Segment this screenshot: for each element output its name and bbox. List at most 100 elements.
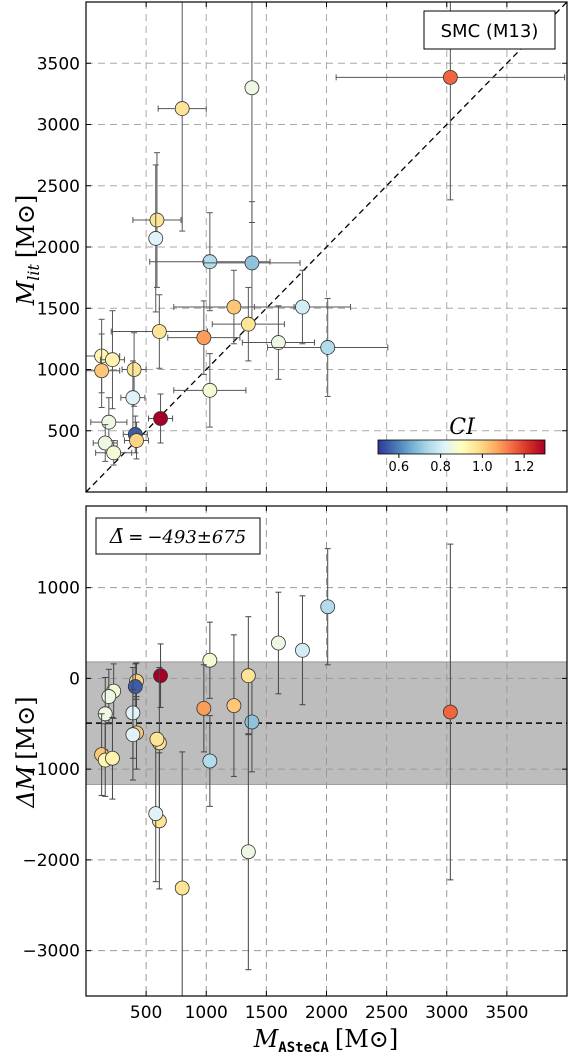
colorbar-tick-label: 0.8 [430, 460, 451, 475]
bottom-marker [202, 652, 218, 668]
top-data-point [110, 294, 208, 369]
top-data-point [132, 152, 182, 288]
bottom-data-point [240, 733, 256, 971]
bottom-xtick-label: 1500 [245, 1003, 288, 1023]
bottom-marker [101, 689, 117, 704]
bottom-marker [153, 668, 168, 684]
bottom-marker [240, 668, 256, 684]
top-ytick-label: 2500 [37, 177, 80, 197]
top-marker [202, 382, 218, 398]
top-data-point [149, 212, 271, 312]
bottom-data-point [442, 543, 458, 881]
top-marker [295, 299, 310, 315]
bottom-marker [202, 753, 218, 769]
bottom-data-point [105, 716, 120, 800]
top-data-point [148, 164, 164, 313]
bottom-marker [105, 750, 120, 766]
top-marker [129, 433, 144, 448]
top-data-point [157, 2, 207, 232]
colorbar-title: CI [449, 415, 476, 440]
colorbar-tick-label: 1.2 [514, 460, 535, 475]
identity-line [85, 1, 568, 493]
top-marker [244, 80, 260, 96]
top-ylabel-sub: lit [24, 264, 43, 281]
top-data-point [253, 269, 352, 345]
top-data-point [95, 440, 133, 466]
bottom-xtick-label: 3000 [425, 1003, 468, 1023]
top-data-point [203, 201, 301, 325]
top-ticks: 500 1000 1500 2000 2500 3000 3500 [37, 2, 567, 492]
bottom-marker [240, 844, 256, 860]
top-ytick-label: 1500 [37, 299, 80, 319]
colorbar-tick-label: 1.0 [472, 460, 493, 475]
bottom-xtick-label: 500 [130, 1003, 162, 1023]
bottom-data-point [202, 715, 218, 807]
bottom-legend-eq: = [128, 527, 143, 548]
top-data-point [148, 393, 174, 444]
bottom-data-point [240, 616, 256, 736]
top-data-point [267, 297, 389, 397]
bottom-xlabel-sub: ASteCA [278, 1040, 329, 1055]
top-data-point [121, 332, 147, 407]
bottom-data-point [148, 745, 164, 883]
bottom-ytick-label: 1000 [37, 579, 80, 599]
top-legend-box [423, 10, 556, 50]
top-data-point [99, 310, 125, 410]
bottom-data-point [196, 664, 212, 753]
top-marker [202, 254, 218, 270]
top-ylabel-unit: [M [12, 224, 40, 258]
top-marker [148, 231, 164, 246]
top-ylabel: Mlit [M⊙] [12, 195, 43, 307]
top-ytick-label: 3500 [37, 54, 80, 74]
top-data-point [173, 353, 247, 428]
bottom-ticks: 500 1000 1500 2000 2500 3000 3500 1000 0 −1000 −20… [22, 506, 567, 1023]
bottom-xtick-label: 2500 [365, 1003, 408, 1023]
top-marker [153, 411, 168, 426]
bottom-ylabel-main: ΔM [12, 764, 40, 808]
bottom-marker [174, 880, 190, 896]
bottom-data-point [125, 688, 141, 781]
sun-symbol-icon: ⊙ [12, 706, 40, 726]
top-data-point [123, 421, 150, 460]
colorbar: CI 0.6 0.8 1.0 1.2 [377, 415, 546, 475]
bottom-data-point [202, 621, 218, 699]
top-marker [149, 212, 165, 228]
bottom-xlabel-unit-close: ] [389, 1025, 398, 1053]
bottom-grid [86, 506, 567, 996]
top-ytick-label: 2000 [37, 238, 80, 258]
top-ylabel-main: M [12, 279, 40, 306]
top-ytick-label: 3000 [37, 116, 80, 136]
top-ytick-label: 500 [48, 422, 80, 442]
bottom-marker [127, 679, 143, 694]
top-legend: SMC (M13) [423, 10, 556, 50]
top-panel: 500 1000 1500 2000 2500 3000 3500 SMC (M13) CI… [12, 1, 568, 493]
bottom-ylabel-unit-close: ] [12, 696, 40, 705]
bottom-legend-text: Δ̄ = −493±675 [109, 524, 246, 548]
bottom-legend: Δ̄ = −493±675 [95, 517, 261, 555]
bottom-xtick-label: 1000 [185, 1003, 228, 1023]
bottom-data-point [270, 591, 286, 695]
colorbar-tick-label: 0.6 [389, 460, 410, 475]
top-marker [320, 340, 336, 355]
bottom-ylabel: ΔM [M⊙] [12, 696, 40, 808]
bottom-data-point [226, 634, 242, 777]
bottom-marker [148, 806, 164, 822]
bottom-xlabel: MASteCA [M⊙] [253, 1025, 399, 1055]
top-marker [244, 255, 260, 271]
top-data-point [211, 286, 285, 362]
bottom-marker [320, 599, 336, 615]
sun-symbol-icon: ⊙ [12, 204, 40, 224]
top-marker [94, 363, 110, 379]
bottom-marker [125, 727, 141, 743]
bottom-panel: 500 1000 1500 2000 2500 3000 3500 1000 0 −1000 −20… [12, 505, 568, 1055]
bottom-xlabel-unit: [M [335, 1025, 369, 1053]
top-marker [196, 330, 212, 346]
top-marker [174, 101, 190, 116]
top-marker [270, 335, 286, 350]
bottom-ytick-label: −1000 [22, 760, 80, 780]
bottom-points [94, 543, 458, 996]
bottom-data-point [320, 548, 336, 666]
bottom-marker [149, 731, 165, 747]
top-marker [126, 362, 142, 377]
